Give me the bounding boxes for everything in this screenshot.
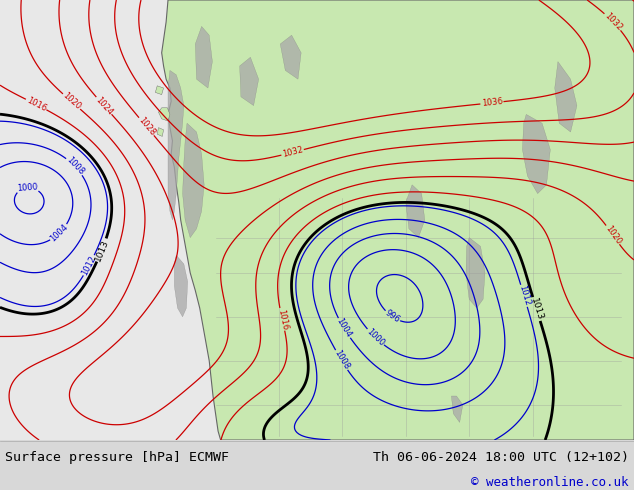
Polygon shape <box>195 26 212 88</box>
Text: 1013: 1013 <box>93 238 110 263</box>
Polygon shape <box>158 108 170 121</box>
Polygon shape <box>157 127 164 136</box>
Text: Surface pressure [hPa] ECMWF: Surface pressure [hPa] ECMWF <box>5 451 229 464</box>
Text: 1000: 1000 <box>16 183 39 193</box>
Polygon shape <box>555 62 577 132</box>
Text: 1016: 1016 <box>276 308 289 331</box>
Text: 1008: 1008 <box>332 349 351 371</box>
Text: 1000: 1000 <box>365 327 386 348</box>
Polygon shape <box>522 114 550 194</box>
Polygon shape <box>406 185 425 238</box>
Text: 1012: 1012 <box>80 254 98 277</box>
Polygon shape <box>155 86 164 95</box>
Polygon shape <box>162 0 634 440</box>
Text: 1016: 1016 <box>25 96 48 113</box>
Text: 996: 996 <box>383 308 401 325</box>
Text: 1004: 1004 <box>335 317 353 340</box>
Polygon shape <box>174 255 188 317</box>
Polygon shape <box>240 57 259 106</box>
Text: 1036: 1036 <box>481 97 503 108</box>
Text: 1028: 1028 <box>136 116 157 138</box>
Text: 1020: 1020 <box>603 224 623 246</box>
Polygon shape <box>280 35 301 79</box>
Text: 1032: 1032 <box>281 146 304 159</box>
Text: 1024: 1024 <box>94 95 114 117</box>
Text: 1008: 1008 <box>64 155 86 177</box>
Polygon shape <box>466 238 485 308</box>
Text: 1012: 1012 <box>517 285 531 307</box>
Polygon shape <box>168 71 184 220</box>
Polygon shape <box>183 123 204 238</box>
Text: 1032: 1032 <box>602 11 623 32</box>
Text: 1013: 1013 <box>529 297 544 321</box>
Text: 1004: 1004 <box>49 222 70 244</box>
Text: Th 06-06-2024 18:00 UTC (12+102): Th 06-06-2024 18:00 UTC (12+102) <box>373 451 629 464</box>
Text: © weatheronline.co.uk: © weatheronline.co.uk <box>472 476 629 489</box>
Text: 1020: 1020 <box>61 91 82 112</box>
Polygon shape <box>451 396 463 422</box>
